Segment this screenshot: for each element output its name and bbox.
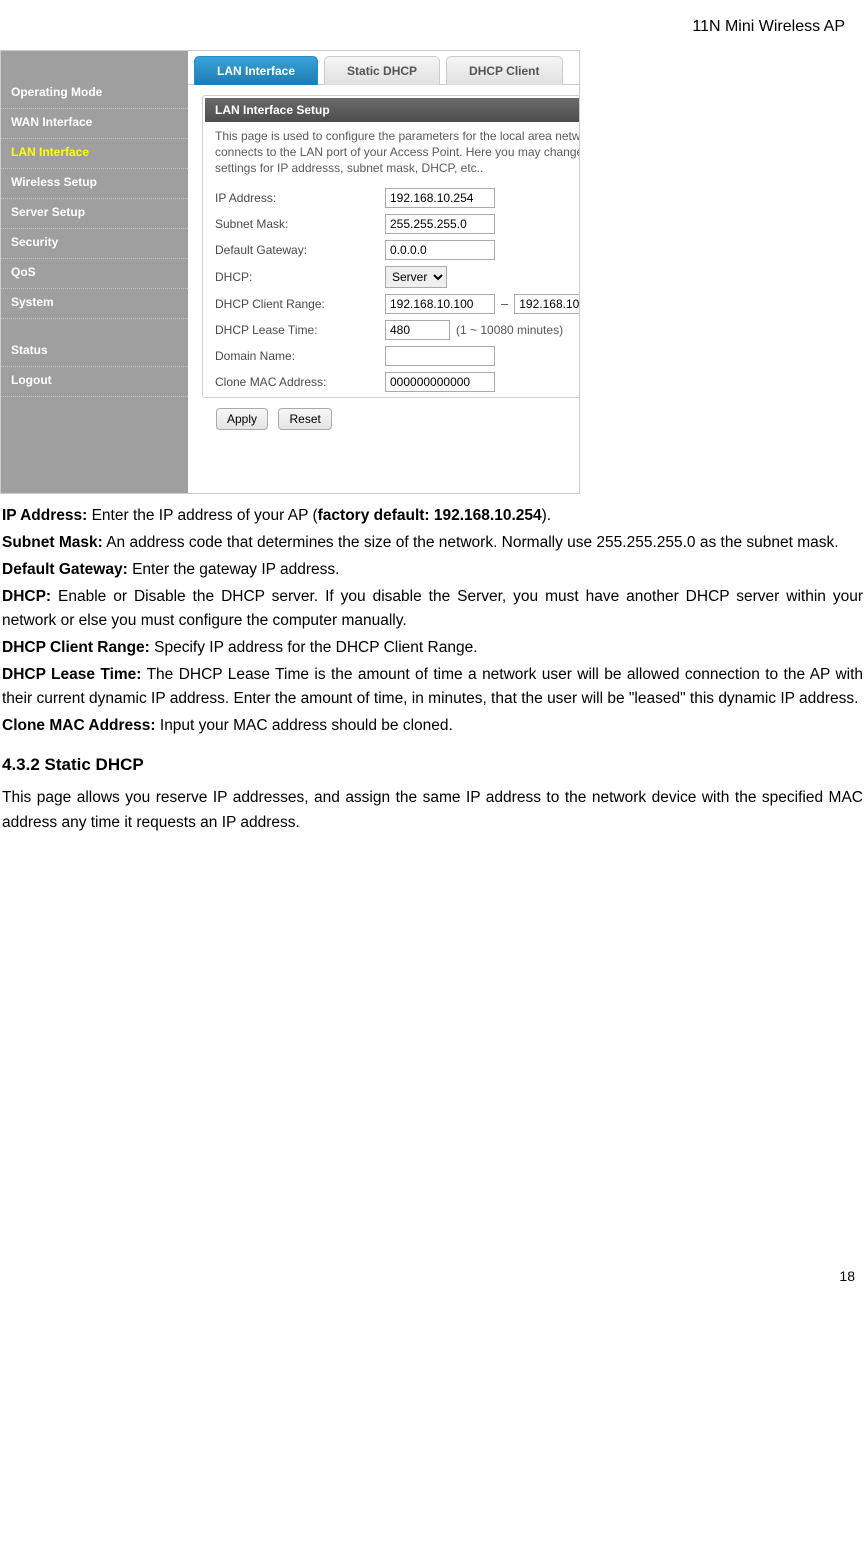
section-body: This page allows you reserve IP addresse… — [2, 786, 863, 834]
sidebar-item-status[interactable]: Status — [1, 337, 188, 367]
input-lease-time[interactable] — [385, 320, 450, 340]
label-lease: DHCP Lease Time: — [215, 323, 385, 337]
panel-title: LAN Interface Setup — [205, 98, 580, 122]
label-mac: Clone MAC Address: — [215, 375, 385, 389]
sidebar-item-system[interactable]: System — [1, 289, 188, 319]
sidebar-item-operating-mode[interactable]: Operating Mode — [1, 79, 188, 109]
input-default-gateway[interactable] — [385, 240, 495, 260]
documentation-body: IP Address: Enter the IP address of your… — [0, 504, 865, 835]
panel-box: LAN Interface Setup This page is used to… — [202, 95, 580, 398]
select-dhcp[interactable]: Server — [385, 266, 447, 288]
sidebar-item-qos[interactable]: QoS — [1, 259, 188, 289]
input-subnet-mask[interactable] — [385, 214, 495, 234]
row-subnet: Subnet Mask: — [205, 211, 580, 237]
input-domain-name[interactable] — [385, 346, 495, 366]
input-range-to[interactable] — [514, 294, 580, 314]
tab-dhcp-client[interactable]: DHCP Client — [446, 56, 562, 85]
config-panel: LAN Interface Setup This page is used to… — [188, 85, 580, 493]
label-gateway: Default Gateway: — [215, 243, 385, 257]
tab-lan-interface[interactable]: LAN Interface — [194, 56, 318, 85]
button-row: Apply Reset — [202, 398, 580, 440]
row-dhcp: DHCP: Server — [205, 263, 580, 291]
label-domain: Domain Name: — [215, 349, 385, 363]
row-lease: DHCP Lease Time: (1 ~ 10080 minutes) — [205, 317, 580, 343]
row-client-range: DHCP Client Range: – — [205, 291, 580, 317]
row-gateway: Default Gateway: — [205, 237, 580, 263]
sidebar-item-lan-interface[interactable]: LAN Interface — [1, 139, 188, 169]
doc-ip: IP Address: Enter the IP address of your… — [2, 504, 863, 528]
doc-dhcp: DHCP: Enable or Disable the DHCP server.… — [2, 585, 863, 633]
page-title: 11N Mini Wireless AP — [0, 0, 865, 44]
range-separator: – — [501, 296, 508, 311]
doc-mac: Clone MAC Address: Input your MAC addres… — [2, 714, 863, 738]
label-client-range: DHCP Client Range: — [215, 297, 385, 311]
tab-static-dhcp[interactable]: Static DHCP — [324, 56, 440, 85]
label-dhcp: DHCP: — [215, 270, 385, 284]
reset-button[interactable]: Reset — [278, 408, 331, 430]
doc-lease: DHCP Lease Time: The DHCP Lease Time is … — [2, 663, 863, 711]
sidebar-item-wireless-setup[interactable]: Wireless Setup — [1, 169, 188, 199]
doc-subnet: Subnet Mask: An address code that determ… — [2, 531, 863, 555]
label-ip: IP Address: — [215, 191, 385, 205]
sidebar: Operating Mode WAN Interface LAN Interfa… — [1, 51, 188, 493]
sidebar-item-wan-interface[interactable]: WAN Interface — [1, 109, 188, 139]
router-admin-screenshot: Operating Mode WAN Interface LAN Interfa… — [0, 50, 580, 494]
row-ip: IP Address: — [205, 185, 580, 211]
panel-description: This page is used to configure the param… — [205, 122, 580, 185]
sidebar-item-server-setup[interactable]: Server Setup — [1, 199, 188, 229]
sidebar-item-security[interactable]: Security — [1, 229, 188, 259]
doc-gateway: Default Gateway: Enter the gateway IP ad… — [2, 558, 863, 582]
label-subnet: Subnet Mask: — [215, 217, 385, 231]
sidebar-spacer — [1, 319, 188, 337]
apply-button[interactable]: Apply — [216, 408, 268, 430]
row-domain: Domain Name: — [205, 343, 580, 369]
section-heading: 4.3.2 Static DHCP — [2, 752, 863, 778]
row-mac: Clone MAC Address: — [205, 369, 580, 395]
page-number: 18 — [0, 838, 865, 1294]
input-range-from[interactable] — [385, 294, 495, 314]
input-clone-mac[interactable] — [385, 372, 495, 392]
main-pane: LAN Interface Static DHCP DHCP Client LA… — [188, 51, 580, 493]
tab-bar: LAN Interface Static DHCP DHCP Client — [188, 51, 580, 85]
lease-note: (1 ~ 10080 minutes) — [456, 323, 563, 337]
input-ip-address[interactable] — [385, 188, 495, 208]
sidebar-item-logout[interactable]: Logout — [1, 367, 188, 397]
doc-range: DHCP Client Range: Specify IP address fo… — [2, 636, 863, 660]
